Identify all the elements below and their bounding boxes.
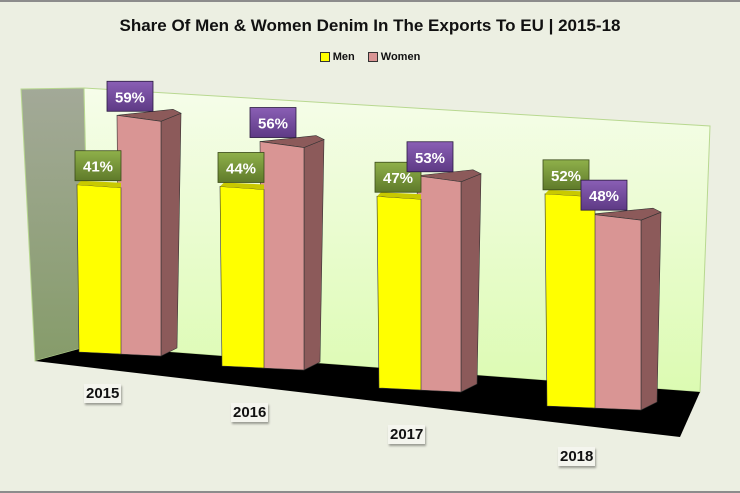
data-label-women-bg-2018 [580,179,628,211]
data-label-men-2015: 41% [83,159,113,176]
x-tick-label-2018: 2018 [558,447,596,466]
data-label-women-bg-2015 [106,80,154,112]
bar-men-top-2016 [220,182,264,190]
data-label-men-2017: 47% [383,170,413,187]
bar-men-2018 [544,193,596,409]
x-tick-label-2016: 2016 [231,403,269,422]
x-tick-label-2015: 2015 [84,384,122,403]
bar-men-2017 [376,195,422,391]
bar-women-2017 [416,175,462,393]
bar-men-2016 [219,186,265,369]
data-label-women-2017: 53% [415,150,445,167]
legend-swatch-men [319,52,330,62]
data-label-men-bg-2015 [74,150,122,182]
legend-label-women: Women [380,51,421,63]
data-label-women-bg-2016 [249,107,297,138]
bar-men-top-2017 [377,192,421,200]
bar-men-top-2015 [77,180,121,188]
chart-title: Share Of Men & Women Denim In The Export… [119,16,621,35]
data-label-women-2018: 48% [589,188,619,205]
bar-women-2018 [590,213,642,411]
data-label-women-2015: 59% [115,89,145,106]
data-label-men-bg-2016 [217,152,265,183]
bar-women-2015 [116,114,162,357]
legend-item-men: Men [319,51,355,63]
legend-item-women: Women [367,51,421,63]
bar-women-2016 [259,141,305,371]
data-label-men-2016: 44% [226,160,256,177]
data-label-men-2018: 52% [551,168,581,185]
legend-swatch-women [367,52,378,62]
x-tick-label-2017: 2017 [388,425,426,444]
data-label-women-2016: 56% [258,116,288,133]
floor [35,346,700,437]
chart-legend: Men Women [0,51,740,65]
bar-men-2015 [76,184,122,355]
data-label-women-bg-2017 [406,141,454,173]
legend-label-men: Men [332,51,355,63]
